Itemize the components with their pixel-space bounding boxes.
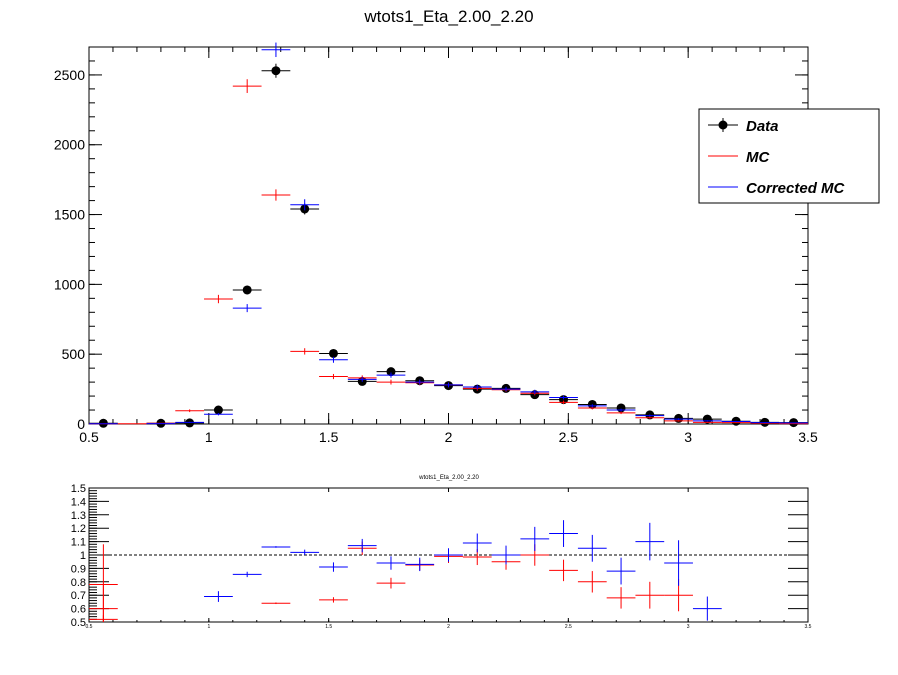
ratio-y-tick-label: 0.9	[71, 563, 86, 575]
main-plot-series	[89, 42, 808, 428]
legend-entry-data: Data	[708, 118, 779, 135]
main-x-tick-label: 3.5	[798, 429, 818, 445]
main-y-tick-label: 1500	[54, 207, 85, 223]
legend: Data MC Corrected MC	[698, 108, 880, 204]
ratio-x-tick-label: 1	[207, 624, 210, 630]
legend-entry-corrected-mc: Corrected MC	[708, 180, 846, 197]
legend-mc-label: MC	[746, 149, 770, 166]
ratio-x-tick-label: 0.5	[86, 624, 93, 630]
ratio-x-tick-label: 3.5	[805, 624, 812, 630]
ratio-y-tick-label: 0.6	[71, 604, 86, 616]
ratio-series-mc	[89, 541, 693, 622]
main-y-tick-label: 500	[62, 346, 86, 362]
main-y-tick-label: 0	[77, 416, 85, 432]
legend-corrected-mc-label: Corrected MC	[746, 180, 846, 197]
ratio-x-tick-label: 2	[447, 624, 450, 630]
series-corrected-mc	[89, 42, 808, 425]
ratio-y-tick-label: 1	[80, 550, 86, 562]
main-y-tick-label: 2000	[54, 137, 85, 153]
main-y-tick-label: 2500	[54, 67, 85, 83]
ratio-y-tick-label: 1.1	[71, 537, 86, 549]
main-y-tick-label: 1000	[54, 276, 85, 292]
main-plot-frame	[88, 46, 809, 425]
ratio-y-tick-label: 0.5	[71, 617, 86, 629]
ratio-y-tick-label: 1.5	[71, 483, 86, 495]
main-x-tick-label: 2.5	[559, 429, 579, 445]
legend-data-label: Data	[746, 118, 779, 135]
ratio-y-tick-label: 1.2	[71, 523, 86, 535]
ratio-y-tick-label: 1.4	[71, 496, 86, 508]
main-x-tick-label: 2	[445, 429, 453, 445]
point-data-marker	[185, 418, 195, 428]
main-plot-title: wtots1_Eta_2.00_2.20	[363, 7, 533, 26]
ratio-x-tick-label: 1.5	[325, 624, 332, 630]
ratio-series-corrected-mc	[204, 520, 722, 621]
point-data-marker	[242, 285, 252, 295]
legend-entry-mc: MC	[708, 149, 770, 166]
ratio-plot-title: wtots1_Eta_2.00_2.20	[418, 475, 479, 481]
main-x-tick-label: 3	[684, 429, 692, 445]
main-x-tick-label: 1.5	[319, 429, 339, 445]
ratio-y-tick-label: 1.3	[71, 510, 86, 522]
main-x-tick-label: 1	[205, 429, 213, 445]
ratio-y-tick-label: 0.7	[71, 590, 86, 602]
ratio-x-tick-label: 2.5	[565, 624, 572, 630]
ratio-x-tick-label: 3	[687, 624, 690, 630]
point-data-marker	[328, 348, 338, 358]
ratio-plot-series	[89, 520, 722, 622]
point-data-marker	[386, 367, 396, 377]
point-data-marker	[213, 405, 223, 415]
main-x-tick-label: 0.5	[79, 429, 99, 445]
ratio-y-tick-label: 0.8	[71, 577, 86, 589]
legend-data-marker	[718, 120, 728, 130]
point-data-marker	[271, 66, 281, 76]
